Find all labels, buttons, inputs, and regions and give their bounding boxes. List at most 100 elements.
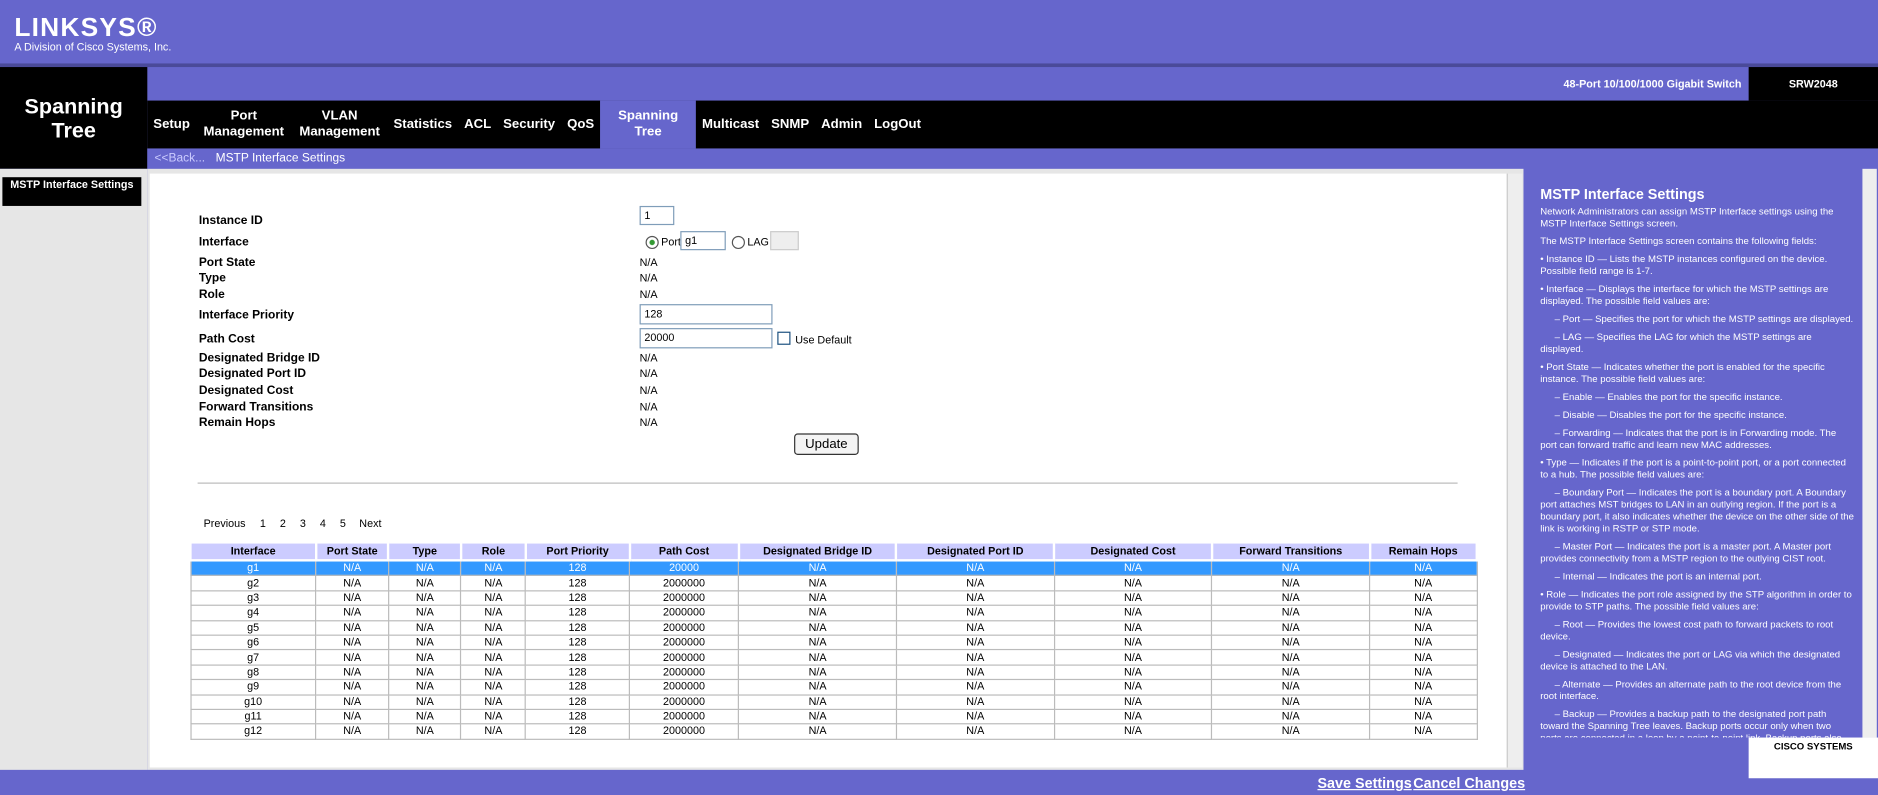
help-paragraph: – Root — Provides the lowest cost path t… <box>1540 619 1834 642</box>
table-cell: 128 <box>525 693 630 710</box>
cisco-logo: CISCO SYSTEMS <box>1773 741 1853 752</box>
instance-select[interactable]: 1 <box>639 205 675 226</box>
port-select[interactable]: g1 <box>680 231 726 251</box>
column-header: Designated Cost <box>1052 541 1214 562</box>
table-row[interactable]: g12 N/A N/A N/A 128 2000000 N/A N/A N/A N/A N/A <box>189 723 1478 740</box>
table-cell: N/A <box>1211 678 1371 696</box>
table-cell: N/A <box>1368 589 1478 607</box>
table-cell: N/A <box>315 649 390 666</box>
nav-item[interactable]: VLAN Management <box>299 108 380 139</box>
help-paragraph: • Type — Indicates if the port is a poin… <box>1540 457 1846 481</box>
table-cell: N/A <box>895 619 1055 636</box>
table-cell: N/A <box>1368 723 1478 740</box>
port-label: Port <box>661 235 681 248</box>
table-cell: 2000000 <box>628 693 740 710</box>
field-label: Designated Port ID <box>198 367 306 381</box>
sidebar-item[interactable]: MSTP Interface Settings <box>2 177 142 206</box>
table-cell: N/A <box>387 678 462 696</box>
column-header: Port State <box>314 541 390 562</box>
table-cell: N/A <box>460 604 527 621</box>
table-cell: N/A <box>895 649 1055 666</box>
nav-item[interactable]: Spanning Tree <box>600 100 697 149</box>
table-cell: N/A <box>460 708 527 725</box>
table-row[interactable]: g8 N/A N/A N/A 128 2000000 N/A N/A N/A N/A N/A <box>189 664 1478 681</box>
table-row[interactable]: g9 N/A N/A N/A 128 2000000 N/A N/A N/A N/A N/A <box>189 678 1478 696</box>
table-cell: N/A <box>387 604 462 621</box>
table-cell: N/A <box>1053 708 1213 725</box>
nav-item[interactable]: Security <box>503 116 556 132</box>
field-label: Role <box>198 288 225 302</box>
back-link[interactable]: <<Back... <box>154 152 206 166</box>
table-cell: N/A <box>387 664 462 681</box>
nav-item[interactable]: Multicast <box>702 116 760 132</box>
table-row[interactable]: g1 N/A N/A N/A 128 20000 N/A N/A N/A N/A N/A <box>189 559 1478 577</box>
product: 48-Port 10/100/1000 Gigabit Switch <box>1563 77 1742 90</box>
table-row[interactable]: g7 N/A N/A N/A 128 2000000 N/A N/A N/A N/A N/A <box>189 649 1478 666</box>
next[interactable]: Next <box>359 517 382 530</box>
lag-radio[interactable] <box>731 235 745 250</box>
sidebar <box>0 168 148 770</box>
table-cell: N/A <box>738 649 898 666</box>
column-header: Designated Bridge ID <box>737 541 898 562</box>
lag-select <box>770 231 799 251</box>
table-cell: g11 <box>189 708 317 725</box>
nav-item[interactable]: Admin <box>821 116 863 132</box>
table-cell: 128 <box>525 723 630 740</box>
nav-item[interactable]: SNMP <box>771 116 810 132</box>
cancel-button[interactable]: Cancel Changes <box>1413 774 1526 792</box>
model: SRW2048 <box>1788 77 1838 90</box>
table-cell: N/A <box>1053 559 1213 577</box>
page-link[interactable]: 4 <box>319 517 326 530</box>
nav-item[interactable]: QoS <box>567 116 595 132</box>
text-input[interactable]: 20000 <box>639 328 773 349</box>
table-row[interactable]: g3 N/A N/A N/A 128 2000000 N/A N/A N/A N/A N/A <box>189 589 1478 607</box>
breadcrumb-bar <box>147 148 1878 169</box>
checkbox[interactable] <box>777 331 791 345</box>
table-cell: N/A <box>387 559 462 577</box>
table-cell: N/A <box>315 604 390 621</box>
table-cell: N/A <box>1211 664 1371 681</box>
save-button[interactable]: Save Settings <box>1317 774 1412 792</box>
cisco-logo-box <box>1748 737 1878 779</box>
table-row[interactable]: g10 N/A N/A N/A 128 2000000 N/A N/A N/A N/A N/A <box>189 693 1478 710</box>
table-cell: N/A <box>1053 723 1213 740</box>
table-cell: N/A <box>1368 575 1478 592</box>
table-cell: N/A <box>315 589 390 607</box>
nav-item[interactable]: LogOut <box>874 116 921 132</box>
field-label: Port State <box>198 256 256 270</box>
nav-item[interactable]: ACL <box>464 116 492 132</box>
breadcrumb: MSTP Interface Settings <box>215 152 346 166</box>
table-cell: 128 <box>525 604 630 621</box>
text-input[interactable]: 128 <box>639 304 773 325</box>
table-cell: g1 <box>189 559 317 577</box>
nav-item[interactable]: Statistics <box>393 116 453 132</box>
table-row[interactable]: g4 N/A N/A N/A 128 2000000 N/A N/A N/A N/A N/A <box>189 604 1478 621</box>
page-link[interactable]: 5 <box>339 517 346 530</box>
table-cell: N/A <box>387 619 462 636</box>
table-row[interactable]: g6 N/A N/A N/A 128 2000000 N/A N/A N/A N/A N/A <box>189 634 1478 651</box>
table-cell: 128 <box>525 678 630 696</box>
table-row[interactable]: g2 N/A N/A N/A 128 2000000 N/A N/A N/A N/A N/A <box>189 575 1478 592</box>
field-value: N/A <box>639 401 658 414</box>
page-link[interactable]: 3 <box>299 517 306 530</box>
help-panel <box>1527 168 1878 770</box>
help-paragraph: – Boundary Port — Indicates the port is … <box>1540 487 1854 534</box>
column-header: Interface <box>189 541 318 562</box>
update-button[interactable]: Update <box>794 433 859 455</box>
page-link[interactable]: 2 <box>279 517 286 530</box>
port-radio[interactable] <box>645 235 659 250</box>
logo-sub: A Division of Cisco Systems, Inc. <box>14 40 172 53</box>
table-cell: 2000000 <box>628 723 740 740</box>
table-row[interactable]: g11 N/A N/A N/A 128 2000000 N/A N/A N/A N/A N/A <box>189 708 1478 725</box>
field-value: N/A <box>639 384 658 397</box>
field-value: N/A <box>639 367 658 380</box>
table-row[interactable]: g5 N/A N/A N/A 128 2000000 N/A N/A N/A N/A N/A <box>189 619 1478 636</box>
field-label: Interface <box>198 235 249 250</box>
table-cell: g9 <box>189 678 317 696</box>
interface-table: Interface Port State Type Role Port Priority… <box>189 541 1478 740</box>
table-cell: g7 <box>189 649 317 666</box>
nav-item[interactable]: Port Management <box>203 108 285 139</box>
nav-item[interactable]: Setup <box>153 116 190 132</box>
column-header: Forward Transitions <box>1210 541 1371 562</box>
table-cell: 128 <box>525 589 630 607</box>
